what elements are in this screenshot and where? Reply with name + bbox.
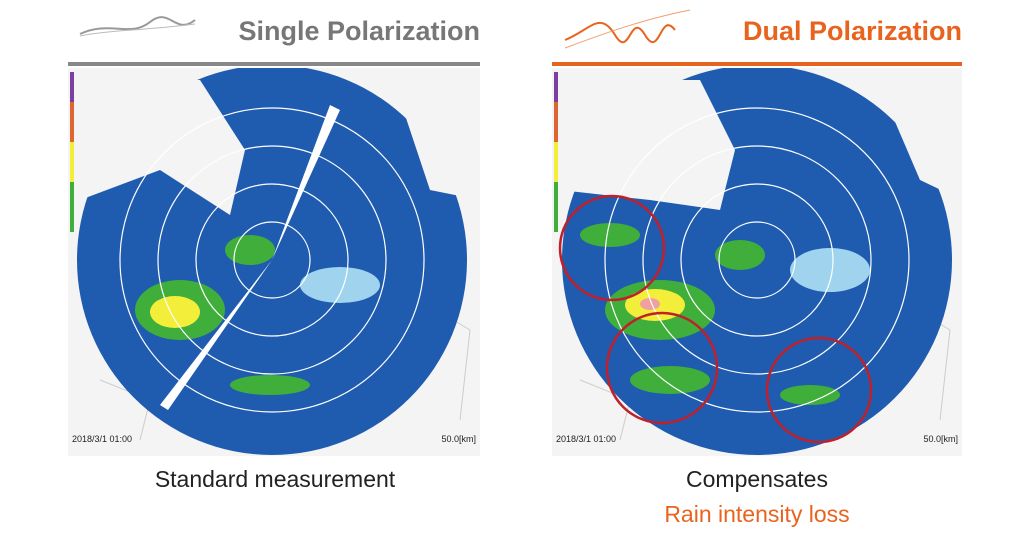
caption: Standard measurement [155, 466, 396, 492]
wave-icon [564, 9, 691, 49]
timestamp: 2018/3/1 01:00 [72, 434, 132, 444]
caption: Compensates [686, 466, 828, 492]
title-rule [552, 62, 962, 66]
single-panel: Single Polarization 2018/3/1 01:00 50.0[… [68, 16, 480, 492]
dual-panel: Dual Polarization 2018/3/1 01:00 50.0[km… [552, 9, 962, 527]
scale-label: 50.0[km] [441, 434, 476, 444]
wave-icon [79, 23, 196, 37]
panel-title: Dual Polarization [743, 16, 962, 46]
radar-map: 2018/3/1 01:00 50.0[km] [68, 68, 480, 456]
scale-label: 50.0[km] [923, 434, 958, 444]
caption-highlight: Rain intensity loss [664, 501, 849, 527]
panel-title: Single Polarization [238, 16, 480, 46]
timestamp: 2018/3/1 01:00 [556, 434, 616, 444]
title-rule [68, 62, 480, 66]
radar-map: 2018/3/1 01:00 50.0[km] [552, 68, 962, 456]
wave-icon [564, 21, 676, 44]
highlight-circles [558, 194, 873, 444]
wave-icon [79, 16, 196, 35]
